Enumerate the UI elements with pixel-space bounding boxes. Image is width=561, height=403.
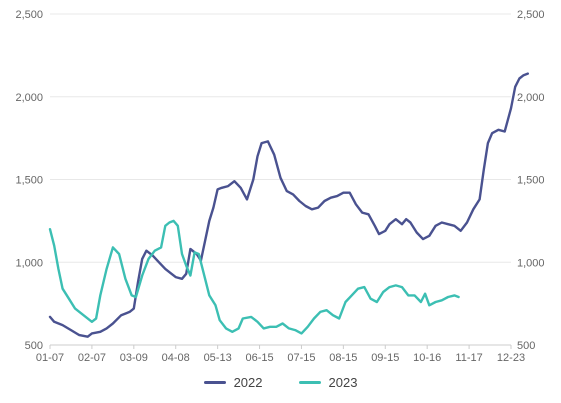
legend-item-2022[interactable]: 2022: [203, 375, 263, 390]
y-tick-label-left: 2,000: [15, 92, 43, 104]
y-tick-label-right: 1,000: [517, 257, 545, 269]
x-tick-label: 10-16: [413, 352, 441, 364]
gridlines: [50, 13, 511, 263]
y-tick-label-left: 2,500: [15, 9, 43, 21]
y-tick-label-right: 2,500: [517, 9, 545, 21]
legend-label-2022: 2022: [233, 375, 263, 390]
y-axis-right: 500 1,000 1,500 2,000 2,500: [517, 9, 545, 352]
y-tick-label-right: 2,000: [517, 92, 545, 104]
y-tick-label-right: 500: [517, 340, 535, 352]
legend-label-2023: 2023: [328, 375, 358, 390]
x-tick-label: 11-17: [455, 352, 482, 364]
y-tick-label-left: 1,000: [15, 257, 43, 269]
series-layer: [48, 72, 529, 338]
legend-swatch-2022: [203, 381, 226, 384]
series-line-2023[interactable]: [48, 219, 460, 335]
x-tick-label: 02-07: [78, 352, 106, 364]
y-tick-label-left: 500: [25, 340, 43, 352]
x-tick-label: 01-07: [36, 352, 64, 364]
series-line-2022[interactable]: [48, 72, 529, 338]
x-tick-label: 03-09: [120, 352, 148, 364]
x-tick-label: 06-15: [245, 352, 273, 364]
y-tick-label-right: 1,500: [517, 175, 545, 187]
x-axis: 01-07 02-07 03-09 04-08 05-13 06-15 07-15 08-15…: [36, 344, 525, 364]
x-tick-label: 07-15: [287, 352, 315, 364]
x-tick-label: 04-08: [162, 352, 190, 364]
x-tick-label: 09-15: [371, 352, 399, 364]
x-tick-label: 05-13: [204, 352, 232, 364]
legend-item-2023[interactable]: 2023: [298, 375, 358, 390]
legend: 2022 2023: [0, 375, 561, 390]
legend-swatch-2023: [298, 381, 321, 384]
x-tick-label: 08-15: [329, 352, 357, 364]
y-tick-label-left: 1,500: [15, 175, 43, 187]
y-axis-left: 500 1,000 1,500 2,000 2,500: [15, 9, 43, 352]
x-tick-label: 12-23: [497, 352, 525, 364]
